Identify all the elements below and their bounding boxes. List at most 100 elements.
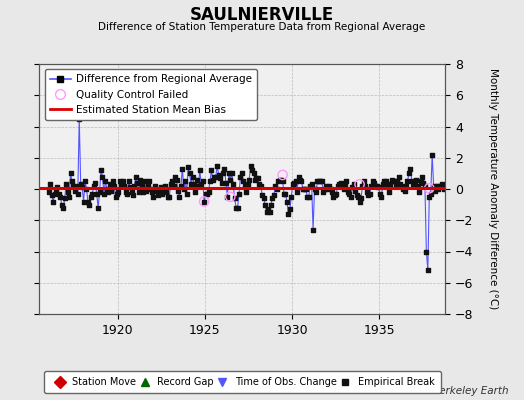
Point bbox=[395, 173, 403, 180]
Point bbox=[216, 175, 224, 181]
Point bbox=[110, 183, 118, 189]
Point bbox=[45, 189, 53, 195]
Y-axis label: Monthly Temperature Anomaly Difference (°C): Monthly Temperature Anomaly Difference (… bbox=[487, 68, 497, 310]
Point bbox=[417, 178, 425, 184]
Point bbox=[217, 180, 226, 186]
Point bbox=[403, 178, 412, 184]
Point bbox=[165, 194, 173, 200]
Point bbox=[428, 152, 436, 158]
Point bbox=[386, 181, 394, 188]
Point bbox=[251, 176, 259, 183]
Point bbox=[178, 166, 187, 172]
Point bbox=[358, 183, 367, 189]
Point bbox=[49, 198, 57, 205]
Point bbox=[143, 183, 151, 189]
Point bbox=[56, 194, 64, 200]
Point bbox=[145, 178, 153, 184]
Point bbox=[130, 183, 139, 189]
Point bbox=[427, 190, 435, 197]
Point bbox=[302, 186, 310, 192]
Point bbox=[308, 181, 316, 188]
Point bbox=[366, 190, 374, 197]
Point bbox=[367, 183, 375, 189]
Point bbox=[123, 190, 132, 197]
Point bbox=[323, 186, 332, 192]
Point bbox=[232, 204, 241, 211]
Point bbox=[411, 178, 419, 184]
Point bbox=[413, 183, 422, 189]
Point bbox=[422, 248, 431, 255]
Point bbox=[265, 209, 274, 216]
Point bbox=[184, 164, 192, 170]
Point bbox=[340, 186, 348, 192]
Point bbox=[84, 198, 92, 205]
Point bbox=[431, 187, 439, 194]
Point bbox=[398, 183, 406, 189]
Point bbox=[277, 176, 286, 183]
Point bbox=[249, 170, 258, 176]
Point bbox=[242, 189, 250, 195]
Point bbox=[391, 181, 400, 188]
Point bbox=[283, 198, 291, 205]
Point bbox=[135, 189, 143, 195]
Point bbox=[78, 184, 86, 191]
Point bbox=[114, 189, 123, 195]
Point bbox=[200, 198, 209, 205]
Point bbox=[108, 178, 117, 184]
Point bbox=[48, 192, 56, 198]
Point bbox=[158, 190, 166, 197]
Point bbox=[187, 181, 195, 188]
Point bbox=[252, 175, 260, 181]
Point bbox=[238, 170, 246, 176]
Point bbox=[59, 204, 68, 211]
Point bbox=[209, 176, 217, 183]
Point bbox=[73, 190, 82, 197]
Legend: Difference from Regional Average, Quality Control Failed, Estimated Station Mean: Difference from Regional Average, Qualit… bbox=[45, 69, 257, 120]
Point bbox=[244, 181, 252, 188]
Point bbox=[294, 173, 303, 180]
Point bbox=[344, 189, 352, 195]
Point bbox=[326, 186, 335, 192]
Point bbox=[200, 198, 209, 205]
Point bbox=[203, 190, 211, 197]
Point bbox=[408, 178, 416, 184]
Point bbox=[393, 178, 401, 184]
Point bbox=[136, 176, 145, 183]
Point bbox=[207, 167, 215, 174]
Point bbox=[412, 176, 420, 183]
Point bbox=[312, 189, 320, 195]
Point bbox=[357, 195, 365, 202]
Point bbox=[101, 178, 110, 184]
Point bbox=[434, 186, 442, 192]
Point bbox=[132, 173, 140, 180]
Point bbox=[53, 184, 62, 191]
Point bbox=[241, 183, 249, 189]
Point bbox=[331, 192, 339, 198]
Point bbox=[75, 116, 83, 122]
Point bbox=[50, 190, 59, 197]
Point bbox=[361, 183, 369, 189]
Point bbox=[185, 170, 194, 176]
Point bbox=[210, 173, 219, 180]
Point bbox=[190, 181, 198, 188]
Point bbox=[342, 178, 351, 184]
Point bbox=[99, 173, 107, 180]
Point bbox=[86, 194, 95, 200]
Point bbox=[336, 180, 345, 186]
Point bbox=[156, 184, 165, 191]
Point bbox=[139, 189, 147, 195]
Point bbox=[194, 183, 203, 189]
Point bbox=[112, 194, 120, 200]
Point bbox=[161, 183, 169, 189]
Point bbox=[181, 178, 190, 184]
Point bbox=[376, 190, 384, 197]
Point bbox=[289, 181, 297, 188]
Point bbox=[300, 186, 309, 192]
Point bbox=[58, 202, 66, 208]
Point bbox=[423, 267, 432, 274]
Point bbox=[107, 187, 115, 194]
Point bbox=[291, 178, 300, 184]
Point bbox=[380, 178, 388, 184]
Point bbox=[220, 166, 228, 172]
Point bbox=[191, 189, 200, 195]
